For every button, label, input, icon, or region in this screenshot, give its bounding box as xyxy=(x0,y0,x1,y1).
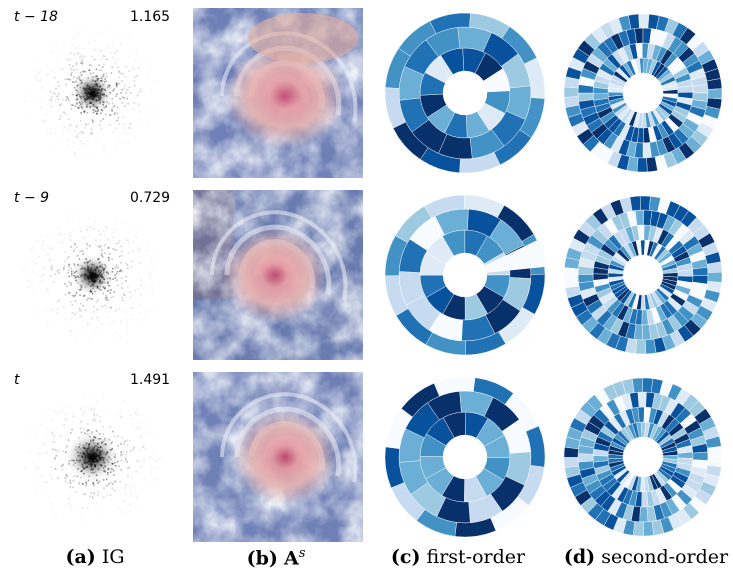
row2-value: 0.729 xyxy=(130,190,171,206)
row3-value: 1.491 xyxy=(130,372,171,388)
row1-value: 1.165 xyxy=(130,9,171,25)
ig-map-3 xyxy=(8,372,180,542)
satellite-image-1 xyxy=(193,8,363,178)
ig-map-1 xyxy=(8,8,180,178)
satellite-image-2 xyxy=(193,190,363,360)
row3-time-label: t xyxy=(14,372,20,388)
caption-b: (b) As xyxy=(246,546,306,570)
caption-a: (a) IG xyxy=(65,546,125,568)
row2-time-label: t − 9 xyxy=(14,190,50,206)
caption-d: (d) second-order xyxy=(563,546,729,568)
satellite-image-3 xyxy=(193,372,363,542)
caption-c: (c) first-order xyxy=(390,546,526,568)
row1-time-label: t − 18 xyxy=(14,9,58,25)
second-order-wheel-1 xyxy=(563,13,723,173)
first-order-wheel-2 xyxy=(384,194,547,356)
second-order-wheel-3 xyxy=(563,377,723,537)
first-order-wheel-3 xyxy=(384,376,546,538)
ig-map-2 xyxy=(8,190,180,360)
second-order-wheel-2 xyxy=(563,195,723,355)
first-order-wheel-1 xyxy=(384,12,546,174)
